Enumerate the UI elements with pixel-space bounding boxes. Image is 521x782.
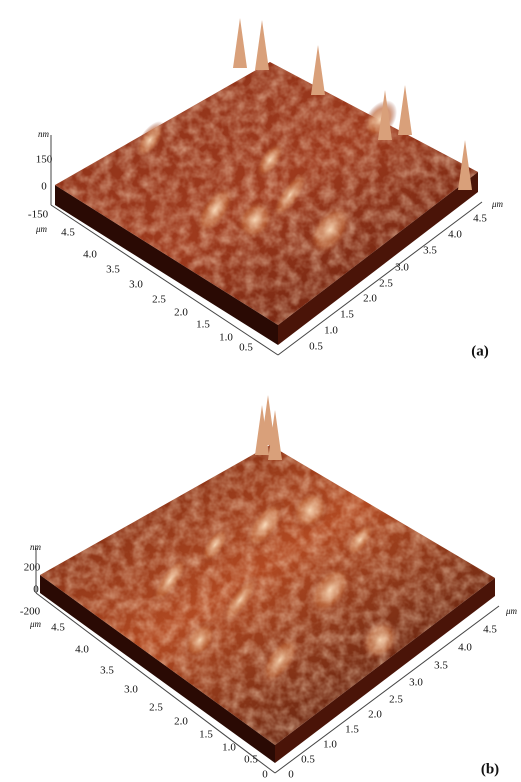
x-tick-label: 3.0 <box>129 279 143 291</box>
x-tick-label: 0.5 <box>239 342 253 354</box>
afm-figure: nm1500-150μmμm4.54.03.53.02.52.01.51.00.… <box>0 0 521 782</box>
x-tick-label: 4.5 <box>51 622 65 634</box>
xy-unit: μm <box>505 606 518 616</box>
xy-unit: μm <box>29 619 42 629</box>
y-tick-label: 3.5 <box>434 660 448 672</box>
y-tick-label: 4.0 <box>448 229 462 241</box>
x-tick-label: 3.5 <box>106 264 120 276</box>
y-tick-label: 1.5 <box>340 309 354 321</box>
y-tick-label: 1.0 <box>324 325 338 337</box>
x-tick-label: 4.0 <box>75 644 89 656</box>
y-tick-label: 2.0 <box>368 709 382 721</box>
x-tick-label: 3.0 <box>124 684 138 696</box>
afm-panel: nm2000-200μmμm4.54.03.53.02.52.01.51.00.… <box>20 395 518 781</box>
origin-label: 0 <box>262 769 268 781</box>
y-tick-label: 0.5 <box>301 754 315 766</box>
y-tick-label: 4.5 <box>483 624 497 636</box>
y-tick-label: 2.5 <box>389 694 403 706</box>
x-tick-label: 2.5 <box>149 702 163 714</box>
y-tick-label: 4.5 <box>473 213 487 225</box>
x-tick-label: 1.0 <box>219 332 233 344</box>
x-tick-label: 3.5 <box>100 665 114 677</box>
z-tick-label: 0 <box>33 584 39 596</box>
y-tick-label: 1.5 <box>345 724 359 736</box>
z-tick-label: -200 <box>20 606 41 618</box>
z-tick-label: 150 <box>36 154 53 166</box>
surface-peak <box>233 18 247 68</box>
surface-texture <box>55 62 478 325</box>
x-tick-label: 4.5 <box>61 227 75 239</box>
surface-peak <box>311 45 325 95</box>
z-tick-label: 0 <box>41 181 47 193</box>
y-tick-label: 3.0 <box>395 262 409 274</box>
x-tick-label: 1.5 <box>196 319 210 331</box>
panel-label: (a) <box>471 343 489 359</box>
xy-unit: μm <box>491 199 504 209</box>
x-tick-label: 2.0 <box>174 716 188 728</box>
surface-peak <box>398 85 412 135</box>
afm-panel: nm1500-150μmμm4.54.03.53.02.52.01.51.00.… <box>28 18 504 359</box>
y-tick-label: 3.0 <box>409 677 423 689</box>
x-tick-label: 1.5 <box>199 729 213 741</box>
z-tick-label: -150 <box>28 209 49 221</box>
origin-label: 0 <box>288 769 294 781</box>
x-tick-label: 2.5 <box>152 294 166 306</box>
x-tick-label: 2.0 <box>174 307 188 319</box>
x-tick-label: 4.0 <box>83 249 97 261</box>
y-tick-label: 3.5 <box>423 245 437 257</box>
y-tick-label: 2.5 <box>379 278 393 290</box>
panel-label: (b) <box>481 761 499 777</box>
xy-unit: μm <box>35 224 48 234</box>
y-tick-label: 4.0 <box>458 642 472 654</box>
surface-peak <box>255 20 269 70</box>
surface-texture <box>40 445 495 745</box>
y-tick-label: 1.0 <box>323 739 337 751</box>
x-tick-label: 0.5 <box>244 754 258 766</box>
z-unit: nm <box>30 542 42 552</box>
y-tick-label: 0.5 <box>309 341 323 353</box>
z-tick-label: 200 <box>24 562 41 574</box>
z-unit: nm <box>38 129 50 139</box>
x-tick-label: 1.0 <box>222 742 236 754</box>
y-tick-label: 2.0 <box>363 293 377 305</box>
